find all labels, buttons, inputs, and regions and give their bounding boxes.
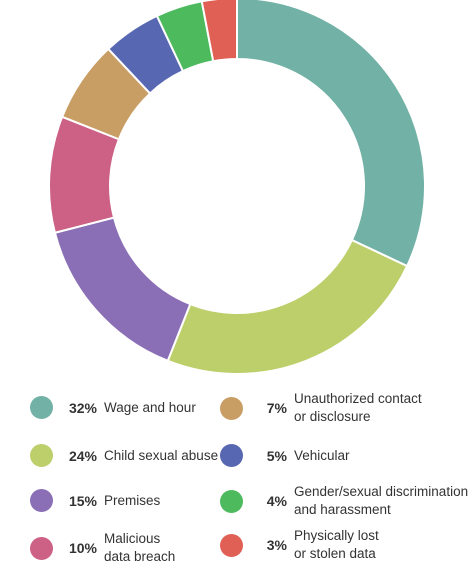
legend-percent: 4% <box>266 493 287 509</box>
legend-item-gender-discrimination: 4% Gender/sexual discrimination and hara… <box>220 483 474 519</box>
legend-label: Malicious data breach <box>104 531 176 564</box>
donut-slice-7 <box>200 0 238 63</box>
legend-swatch <box>30 444 53 467</box>
legend-swatch <box>30 489 53 512</box>
legend-swatch <box>220 533 243 557</box>
legend-label: Child sexual abuse <box>104 447 219 463</box>
legend-swatch <box>220 396 243 420</box>
legend-item-malicious-data-breach: 10% Malicious data breach <box>30 530 175 566</box>
legend-percent: 7% <box>266 400 287 416</box>
legend-item-premises: 15% Premises <box>30 489 160 512</box>
donut-chart <box>48 0 426 375</box>
legend-percent: 24% <box>68 447 97 464</box>
legend-label: Premises <box>104 492 161 508</box>
legend-swatch <box>30 536 53 560</box>
legend-swatch <box>220 444 243 467</box>
legend-item-physically-lost-data: 3% Physically lost or stolen data <box>220 527 474 563</box>
legend-item-wage-and-hour: 32% Wage and hour <box>30 396 196 419</box>
legend-swatch <box>220 489 243 513</box>
legend-swatch <box>30 396 53 419</box>
legend-label: Gender/sexual discrimination and harassm… <box>294 484 469 517</box>
legend-item-unauthorized-contact: 7% Unauthorized contact or disclosure <box>220 390 474 426</box>
legend-percent: 15% <box>68 492 97 509</box>
legend-item-vehicular: 5% Vehicular <box>220 444 474 467</box>
legend-item-child-sexual-abuse: 24% Child sexual abuse <box>30 444 218 467</box>
donut-slice-0 <box>236 0 426 268</box>
legend-percent: 32% <box>68 399 97 416</box>
legend-label: Physically lost or stolen data <box>294 528 379 561</box>
legend-percent: 5% <box>266 447 287 464</box>
legend-label: Vehicular <box>294 447 350 463</box>
legend-label: Unauthorized contact or disclosure <box>294 391 422 424</box>
legend-percent: 10% <box>68 540 97 556</box>
legend-percent: 3% <box>266 537 287 553</box>
legend-label: Wage and hour <box>104 399 196 415</box>
